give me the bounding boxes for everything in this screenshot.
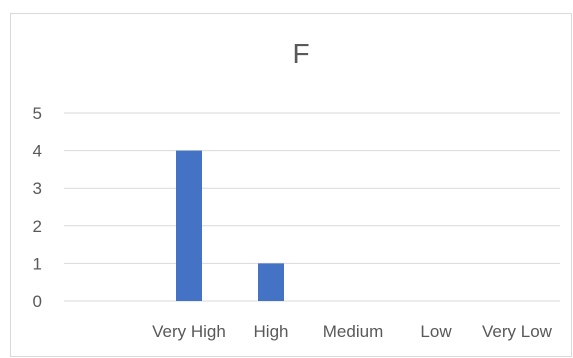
x-tick-label: High bbox=[254, 322, 289, 341]
bar-high bbox=[258, 263, 284, 301]
bar-very-high bbox=[176, 150, 202, 301]
bars bbox=[176, 150, 284, 301]
x-tick-label: Very High bbox=[152, 322, 226, 341]
x-tick-label: Very Low bbox=[482, 322, 553, 341]
x-tick-label: Medium bbox=[323, 322, 383, 341]
y-axis-ticks: 0 1 2 3 4 5 bbox=[33, 104, 42, 311]
y-tick-label: 1 bbox=[33, 254, 42, 273]
x-axis-ticks: Very High High Medium Low Very Low bbox=[152, 322, 553, 341]
y-tick-label: 0 bbox=[33, 292, 42, 311]
y-tick-label: 2 bbox=[33, 217, 42, 236]
y-tick-label: 3 bbox=[33, 179, 42, 198]
x-tick-label: Low bbox=[420, 322, 452, 341]
chart-title: F bbox=[292, 38, 310, 69]
chart-area bbox=[10, 13, 572, 357]
y-tick-label: 5 bbox=[33, 104, 42, 123]
gridlines bbox=[64, 112, 560, 302]
y-tick-label: 4 bbox=[33, 142, 42, 161]
